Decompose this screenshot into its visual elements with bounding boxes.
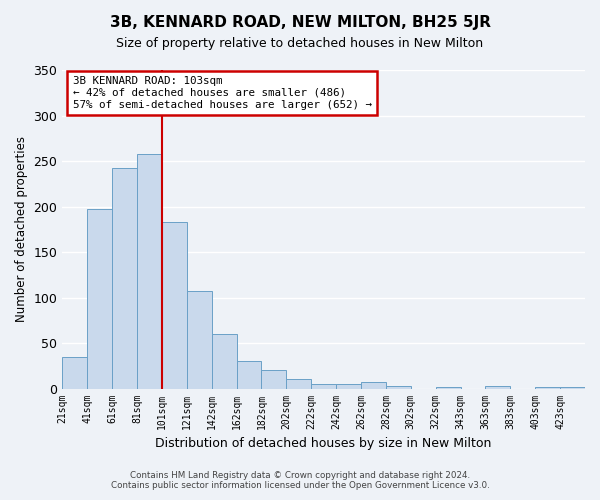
Bar	[386, 386, 411, 388]
Bar	[212, 334, 236, 388]
Bar	[137, 154, 162, 388]
Bar	[262, 370, 286, 388]
Y-axis label: Number of detached properties: Number of detached properties	[15, 136, 28, 322]
Bar	[485, 386, 511, 388]
Text: 3B, KENNARD ROAD, NEW MILTON, BH25 5JR: 3B, KENNARD ROAD, NEW MILTON, BH25 5JR	[110, 15, 491, 30]
Bar	[236, 362, 262, 388]
Text: 3B KENNARD ROAD: 103sqm
← 42% of detached houses are smaller (486)
57% of semi-d: 3B KENNARD ROAD: 103sqm ← 42% of detache…	[73, 76, 372, 110]
Bar	[112, 168, 137, 388]
Text: Contains HM Land Registry data © Crown copyright and database right 2024.
Contai: Contains HM Land Registry data © Crown c…	[110, 470, 490, 490]
Bar	[87, 210, 112, 388]
Bar	[162, 222, 187, 388]
Text: Size of property relative to detached houses in New Milton: Size of property relative to detached ho…	[116, 38, 484, 51]
Bar	[286, 380, 311, 388]
Bar	[62, 356, 87, 388]
Bar	[436, 386, 461, 388]
Bar	[535, 386, 560, 388]
X-axis label: Distribution of detached houses by size in New Milton: Distribution of detached houses by size …	[155, 437, 492, 450]
Bar	[336, 384, 361, 388]
Bar	[187, 291, 212, 388]
Bar	[560, 386, 585, 388]
Bar	[311, 384, 336, 388]
Bar	[361, 382, 386, 388]
